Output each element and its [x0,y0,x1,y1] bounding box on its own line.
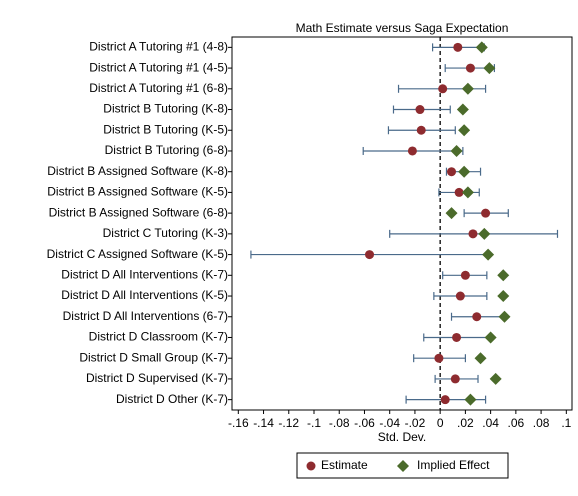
category-label: District C Tutoring (K-3) [103,226,228,240]
legend-label: Implied Effect [417,458,490,472]
implied-effect-point [474,352,487,365]
implied-effect-point [458,165,471,178]
x-tick-label: .02 [457,416,474,430]
estimate-point [407,146,417,156]
x-tick-label: .06 [508,416,525,430]
category-label: District D All Interventions (K-5) [61,288,228,302]
x-tick-label: .1 [561,416,571,430]
estimate-point [438,84,448,94]
category-label: District C Assigned Software (K-5) [47,247,228,261]
x-tick-label: -.14 [253,416,274,430]
estimate-point [465,63,475,73]
estimate-point [415,105,425,115]
x-tick-label: .08 [533,416,550,430]
estimate-point [447,167,457,177]
implied-effect-point [475,41,488,54]
estimate-point [450,374,460,384]
x-tick-label: -.12 [278,416,299,430]
implied-effect-point [450,144,463,157]
implied-effect-point [458,124,471,137]
estimate-point [460,270,470,280]
implied-effect-point [482,248,495,261]
legend-swatch [397,460,409,472]
category-label: District A Tutoring #1 (4-5) [89,60,228,74]
category-label: District A Tutoring #1 (6-8) [89,81,228,95]
implied-effect-point [484,331,497,344]
implied-effect-point [497,269,510,282]
chart-title: Math Estimate versus Saga Expectation [296,21,509,35]
legend-label: Estimate [321,458,368,472]
implied-effect-point [464,393,477,406]
x-tick-label: -.06 [354,416,375,430]
category-label: District A Tutoring #1 (4-8) [89,40,228,54]
estimate-point [468,229,478,239]
plot-frame [231,36,573,411]
category-label: District D All Interventions (K-7) [61,267,228,281]
x-tick-label: 0 [437,416,444,430]
x-tick-label: -.04 [379,416,400,430]
category-label: District B Tutoring (K-5) [103,122,228,136]
category-label: District D Small Group (K-7) [79,350,228,364]
estimate-point [453,42,463,52]
category-label: District D Classroom (K-7) [89,330,228,344]
implied-effect-point [456,103,469,116]
x-tick-label: -.1 [307,416,321,430]
estimate-point [440,395,450,405]
implied-effect-point [497,290,510,303]
category-label: District D Supervised (K-7) [86,371,228,385]
category-label: District B Assigned Software (K-8) [47,164,228,178]
estimate-point [365,250,375,260]
estimate-point [454,187,464,197]
estimate-point [452,332,462,342]
estimate-point [472,312,482,322]
estimate-point [481,208,491,218]
category-label: District B Tutoring (K-8) [103,102,228,116]
implied-effect-point [461,82,474,95]
x-tick-label: -.02 [405,416,426,430]
implied-effect-point [498,310,511,323]
implied-effect-point [478,227,491,240]
estimate-point [416,125,426,135]
category-label: District B Tutoring (6-8) [105,143,228,157]
x-tick-label: -.08 [329,416,350,430]
implied-effect-point [445,207,458,220]
x-axis-title: Std. Dev. [378,430,426,444]
x-tick-label: .04 [482,416,499,430]
x-tick-label: -.16 [228,416,249,430]
implied-effect-point [483,62,496,75]
estimate-point [434,353,444,363]
category-label: District B Assigned Software (K-5) [47,185,228,199]
implied-effect-point [489,372,502,385]
category-label: District D All Interventions (6-7) [63,309,228,323]
category-label: District D Other (K-7) [116,392,228,406]
legend-swatch [306,461,316,471]
estimate-point [455,291,465,301]
category-label: District B Assigned Software (6-8) [49,205,228,219]
implied-effect-point [461,186,474,199]
